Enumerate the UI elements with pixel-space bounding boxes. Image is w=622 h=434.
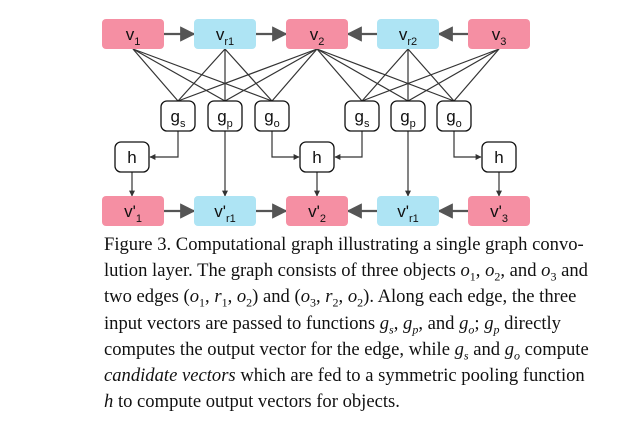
caption-line-6: candidate vectors which are fed to a sym… — [104, 365, 585, 387]
top-node-v1: v1 — [102, 19, 164, 49]
gs-right-to-h2 — [334, 131, 363, 160]
bottom-node-vprimer1-1: v'r1 — [194, 196, 256, 226]
bottom-node-vprime2-2-label: v'2 — [308, 202, 326, 225]
bottom-node-vprime1-0: v'1 — [102, 196, 164, 226]
function-node-left-gp-label: gp — [217, 107, 233, 130]
bottom-node-vprimer1-3-label: v'r1 — [397, 202, 419, 225]
pool-node-h-3-label: h — [494, 148, 503, 167]
function-node-right-gp: gp — [390, 100, 426, 132]
top-node-v3-label: v3 — [492, 25, 507, 48]
fan-edge-left-1-0 — [177, 48, 226, 102]
fan-edge-right-2-0 — [361, 48, 500, 102]
fan-edge-left-0-1 — [132, 48, 226, 102]
top-node-vr2-label: vr2 — [399, 25, 417, 48]
function-node-left-gs-label: gs — [171, 107, 186, 130]
bottom-node-vprime1-0-label: v'1 — [124, 202, 142, 225]
go-left-to-h2 — [271, 131, 300, 160]
graph-convolution-diagram: v1 vr1 v2 vr2 v3 gs gp go gs gp go h h h v'1 v'r1 v'2 v'r… — [102, 19, 530, 226]
fan-edge-left-0-2 — [132, 48, 273, 102]
fan-edge-right-2-1 — [407, 48, 500, 102]
fan-edge-right-2-2 — [453, 48, 500, 102]
caption-line-5: computes the output vector for the edge,… — [104, 338, 589, 363]
pool-node-h-1: h — [114, 141, 150, 173]
function-node-left-gp: gp — [207, 100, 243, 132]
function-node-right-go-label: go — [446, 107, 462, 130]
fan-edge-right-0-0 — [316, 48, 363, 102]
caption-line-7: h to compute output vectors for objects. — [104, 391, 400, 413]
fan-edge-right-1-0 — [361, 48, 409, 102]
caption-line-1: Figure 3. Computational graph illustrati… — [104, 234, 584, 255]
function-node-left-go: go — [254, 100, 290, 132]
fan-edge-left-2-2 — [271, 48, 318, 102]
top-node-v2-label: v2 — [310, 25, 325, 48]
caption-line-2: lution layer. The graph consists of thre… — [104, 260, 588, 284]
pool-node-h-2-label: h — [312, 148, 321, 167]
top-node-v2: v2 — [286, 19, 348, 49]
function-node-left-gs: gs — [160, 100, 196, 132]
function-node-right-gp-label: gp — [400, 107, 416, 130]
caption-line-4: input vectors are passed to functions gs… — [104, 312, 561, 337]
pool-node-h-1-label: h — [127, 148, 136, 167]
top-node-v1-label: v1 — [126, 25, 141, 48]
top-node-vr1-label: vr1 — [216, 25, 234, 48]
gs-left-to-h1 — [149, 131, 179, 160]
bottom-node-vprime2-2: v'2 — [286, 196, 348, 226]
function-node-right-gs-label: gs — [355, 107, 370, 130]
fan-edge-left-2-0 — [177, 48, 318, 102]
function-node-right-go: go — [436, 100, 472, 132]
pool-node-h-3: h — [481, 141, 517, 173]
top-node-v3: v3 — [468, 19, 530, 49]
fan-edge-left-2-1 — [224, 48, 318, 102]
fan-edge-left-0-0 — [132, 48, 179, 102]
top-node-vr1: vr1 — [194, 19, 256, 49]
top-node-vr2: vr2 — [377, 19, 439, 49]
fan-edge-right-0-1 — [316, 48, 409, 102]
caption-line-3: two edges (o1, r1, o2) and (o3, r2, o2).… — [104, 286, 577, 311]
go-right-to-h3 — [453, 131, 482, 160]
bottom-node-vprimer1-3: v'r1 — [377, 196, 439, 226]
figure-caption: Figure 3. Computational graph illustrati… — [104, 232, 614, 415]
edges — [129, 26, 502, 219]
pool-node-h-2: h — [299, 141, 335, 173]
bottom-node-vprimer1-1-label: v'r1 — [214, 202, 236, 225]
bottom-node-vprime3-4: v'3 — [468, 196, 530, 226]
bottom-node-vprime3-4-label: v'3 — [490, 202, 508, 225]
function-node-left-go-label: go — [264, 107, 280, 130]
nodes: v1 vr1 v2 vr2 v3 gs gp go gs gp go h h h v'1 v'r1 v'2 v'r… — [102, 19, 530, 226]
function-node-right-gs: gs — [344, 100, 380, 132]
